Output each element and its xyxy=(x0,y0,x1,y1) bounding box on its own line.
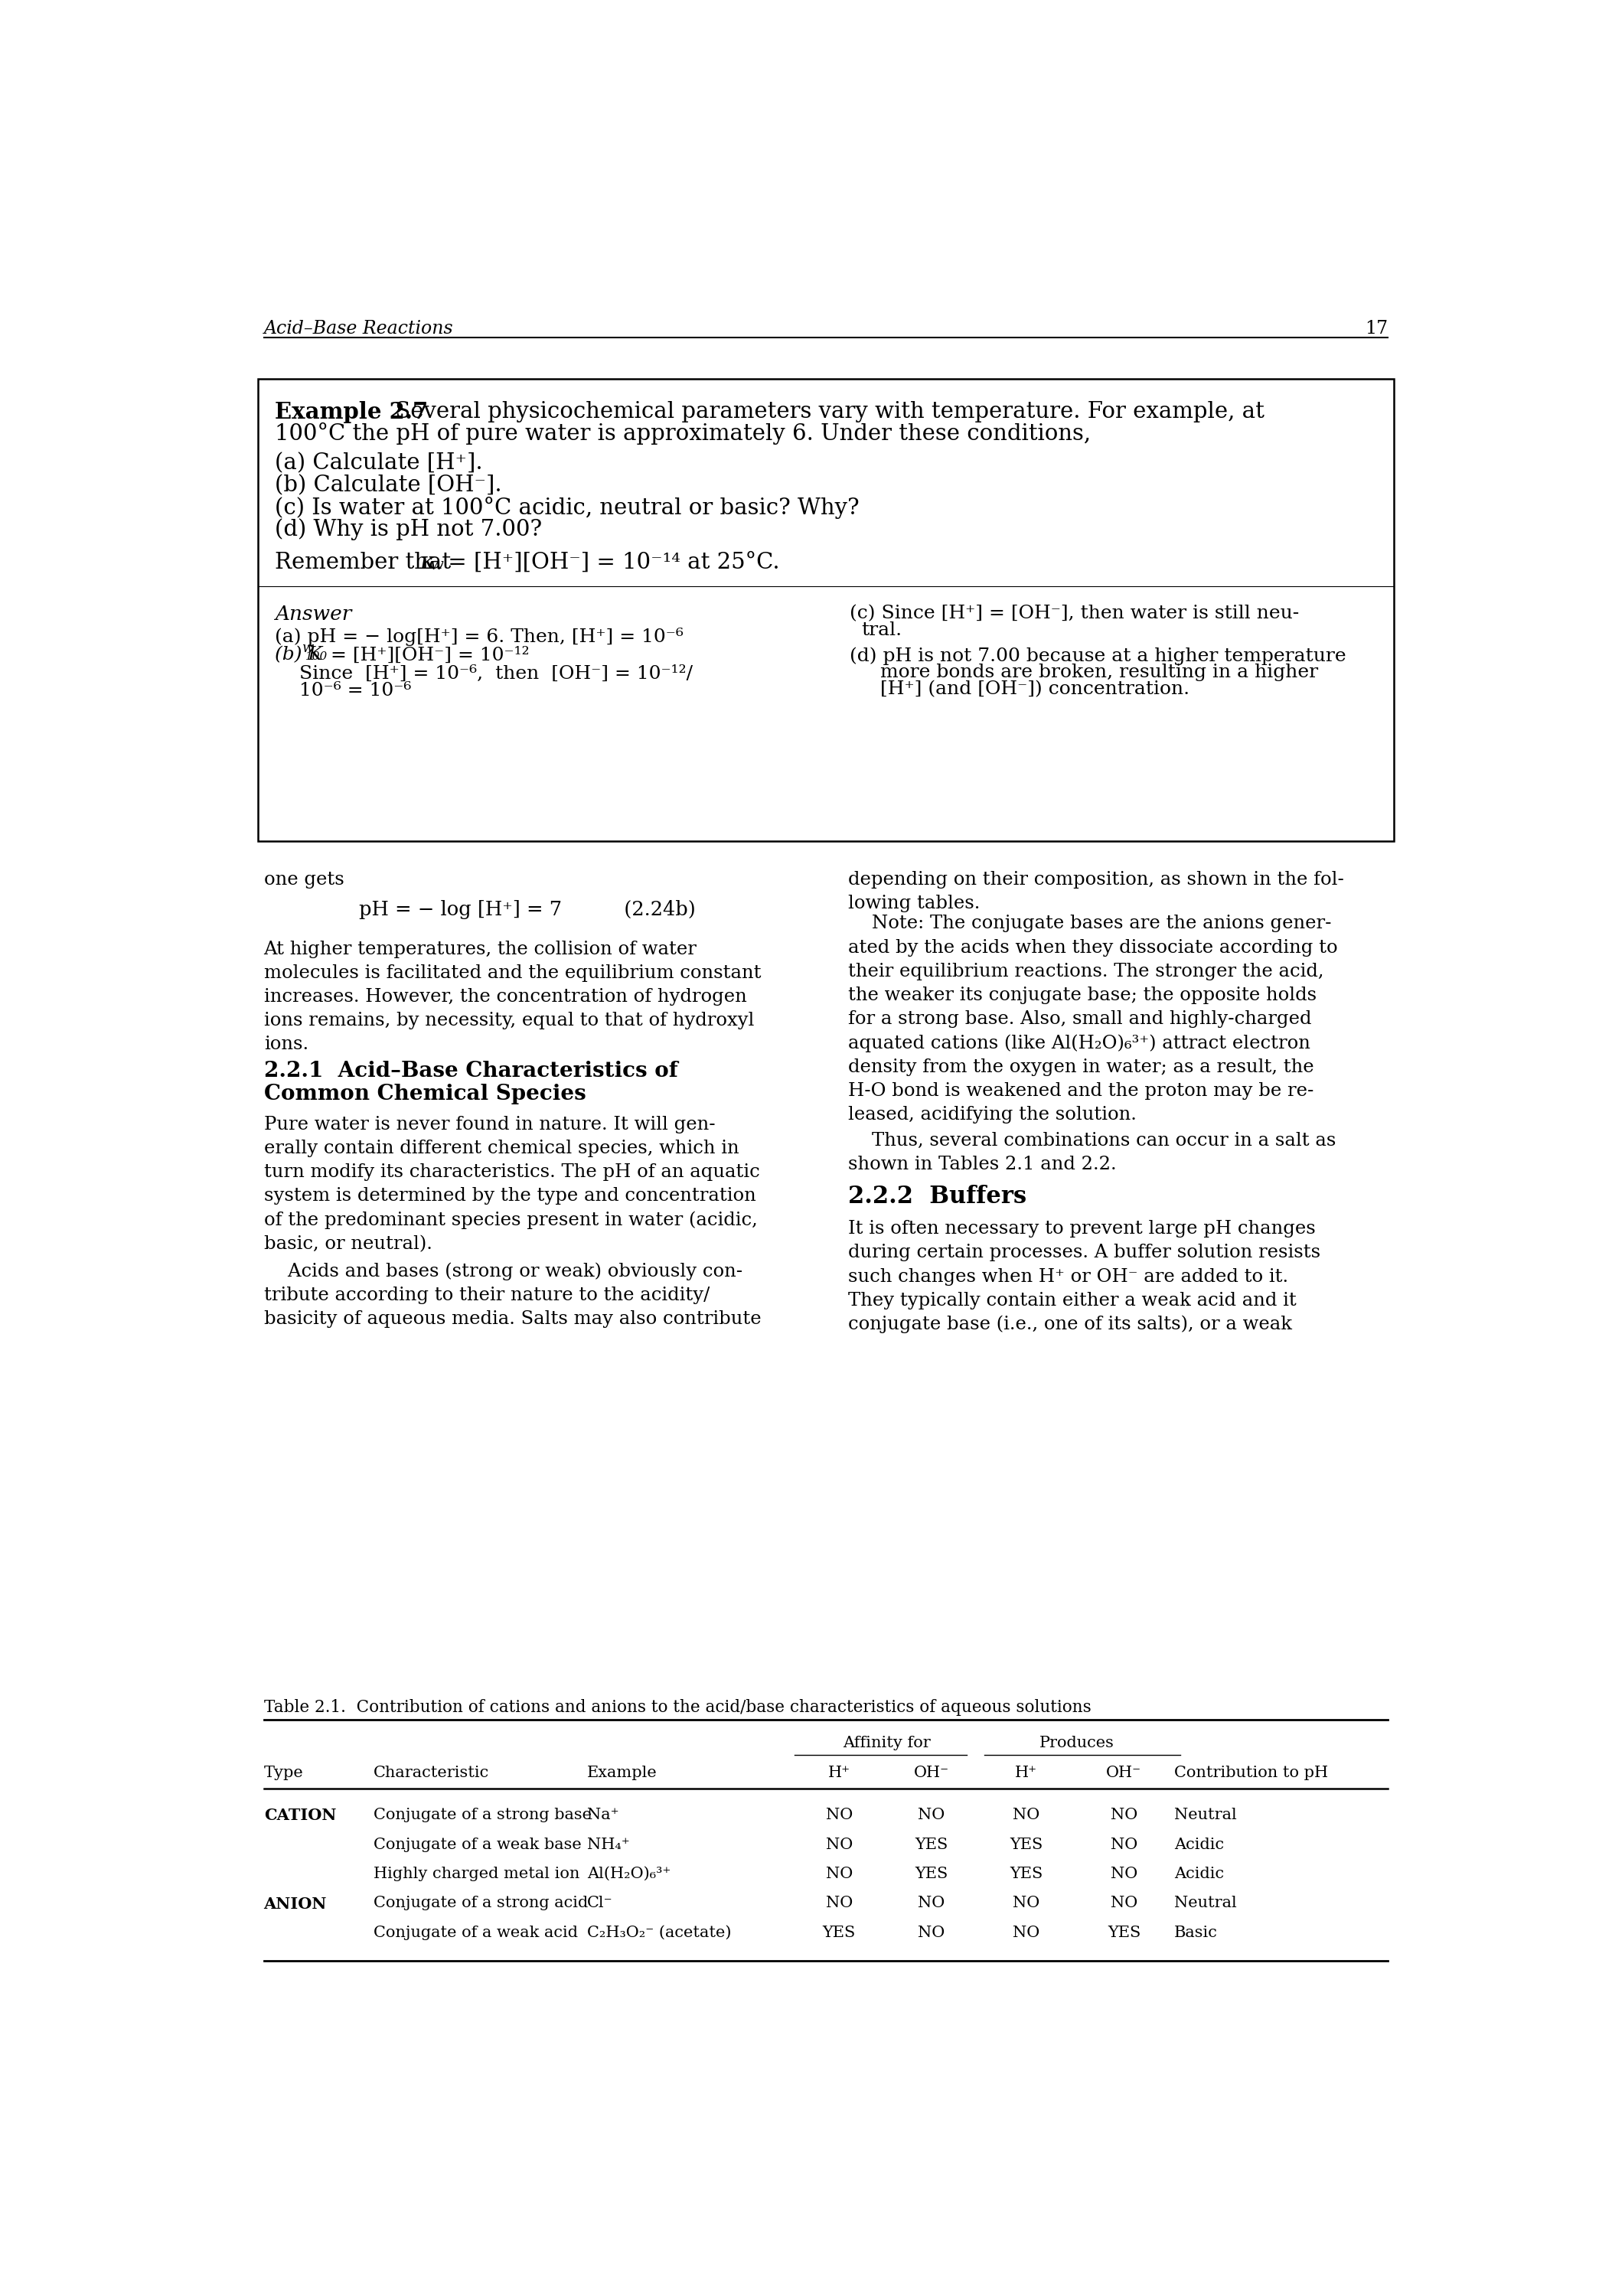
Text: Pure water is never found in nature. It will gen-
erally contain different chemi: Pure water is never found in nature. It … xyxy=(264,1116,759,1254)
Text: It is often necessary to prevent large pH changes
during certain processes. A bu: It is often necessary to prevent large p… xyxy=(848,1219,1320,1334)
Text: Contribution to pH: Contribution to pH xyxy=(1175,1766,1328,1779)
Text: NO: NO xyxy=(825,1807,853,1823)
Text: NO: NO xyxy=(1012,1896,1040,1910)
Text: (b) Calculate [OH⁻].: (b) Calculate [OH⁻]. xyxy=(274,475,501,496)
Text: YES: YES xyxy=(914,1837,948,1851)
Text: Conjugate of a weak acid: Conjugate of a weak acid xyxy=(374,1926,577,1940)
Text: YES: YES xyxy=(1009,1837,1043,1851)
Text: NO: NO xyxy=(1012,1926,1040,1940)
Text: NO: NO xyxy=(1111,1837,1138,1851)
Text: Neutral: Neutral xyxy=(1175,1807,1236,1823)
Text: Cl⁻: Cl⁻ xyxy=(587,1896,613,1910)
Text: Answer: Answer xyxy=(274,604,351,625)
Text: 2.2.2  Buffers: 2.2.2 Buffers xyxy=(848,1185,1027,1208)
Text: NO: NO xyxy=(825,1837,853,1851)
Text: pH = − log [H⁺] = 7          (2.24b): pH = − log [H⁺] = 7 (2.24b) xyxy=(359,900,695,918)
Text: Type: Type xyxy=(264,1766,303,1779)
Text: Example: Example xyxy=(587,1766,658,1779)
Text: 2.2.1  Acid–Base Characteristics of: 2.2.1 Acid–Base Characteristics of xyxy=(264,1061,677,1081)
Text: NO: NO xyxy=(917,1807,945,1823)
Text: Common Chemical Species: Common Chemical Species xyxy=(264,1084,585,1104)
Text: OH⁻: OH⁻ xyxy=(914,1766,949,1779)
Text: YES: YES xyxy=(1107,1926,1141,1940)
Text: one gets: one gets xyxy=(264,870,343,889)
Text: (d) Why is pH not 7.00?: (d) Why is pH not 7.00? xyxy=(274,519,542,540)
Text: H⁺: H⁺ xyxy=(829,1766,851,1779)
Text: NO: NO xyxy=(1111,1896,1138,1910)
Text: (b) K: (b) K xyxy=(274,645,322,664)
Text: Al(H₂O)₆³⁺: Al(H₂O)₆³⁺ xyxy=(587,1867,671,1880)
Text: 100°C the pH of pure water is approximately 6. Under these conditions,: 100°C the pH of pure water is approximat… xyxy=(274,422,1090,445)
Text: Produces: Produces xyxy=(1040,1736,1114,1750)
Text: Example 2.7: Example 2.7 xyxy=(274,402,427,422)
Text: 10⁻⁶ = 10⁻⁶: 10⁻⁶ = 10⁻⁶ xyxy=(274,682,411,700)
FancyBboxPatch shape xyxy=(258,379,1394,840)
Text: Remember that: Remember that xyxy=(274,551,458,574)
Text: tral.: tral. xyxy=(861,622,901,638)
Text: w: w xyxy=(303,641,314,654)
Text: Acids and bases (strong or weak) obviously con-
tribute according to their natur: Acids and bases (strong or weak) obvious… xyxy=(264,1263,761,1327)
Text: NO: NO xyxy=(825,1896,853,1910)
Text: NO: NO xyxy=(1012,1807,1040,1823)
Text: Acidic: Acidic xyxy=(1175,1867,1224,1880)
Text: more bonds are broken, resulting in a higher: more bonds are broken, resulting in a hi… xyxy=(850,664,1319,682)
Text: At higher temperatures, the collision of water
molecules is facilitated and the : At higher temperatures, the collision of… xyxy=(264,941,761,1054)
Text: 100: 100 xyxy=(305,652,327,661)
Text: Conjugate of a strong base: Conjugate of a strong base xyxy=(374,1807,592,1823)
Text: Acid–Base Reactions: Acid–Base Reactions xyxy=(264,319,453,338)
Text: = [H⁺][OH⁻] = 10⁻¹⁴ at 25°C.: = [H⁺][OH⁻] = 10⁻¹⁴ at 25°C. xyxy=(440,551,779,574)
Text: Thus, several combinations can occur in a salt as
shown in Tables 2.1 and 2.2.: Thus, several combinations can occur in … xyxy=(848,1132,1336,1173)
Text: OH⁻: OH⁻ xyxy=(1106,1766,1141,1779)
Text: H⁺: H⁺ xyxy=(1016,1766,1037,1779)
Text: Neutral: Neutral xyxy=(1175,1896,1236,1910)
Text: Several physicochemical parameters vary with temperature. For example, at: Several physicochemical parameters vary … xyxy=(388,402,1265,422)
Text: Since  [H⁺] = 10⁻⁶,  then  [OH⁻] = 10⁻¹²/: Since [H⁺] = 10⁻⁶, then [OH⁻] = 10⁻¹²/ xyxy=(274,666,693,682)
Text: Table 2.1.  Contribution of cations and anions to the acid/base characteristics : Table 2.1. Contribution of cations and a… xyxy=(264,1699,1091,1715)
Text: YES: YES xyxy=(914,1867,948,1880)
Text: NO: NO xyxy=(917,1926,945,1940)
Text: 17: 17 xyxy=(1365,319,1388,338)
Text: ANION: ANION xyxy=(264,1896,327,1910)
Text: Conjugate of a strong acid: Conjugate of a strong acid xyxy=(374,1896,588,1910)
Text: (c) Is water at 100°C acidic, neutral or basic? Why?: (c) Is water at 100°C acidic, neutral or… xyxy=(274,496,859,519)
Text: Conjugate of a weak base: Conjugate of a weak base xyxy=(374,1837,582,1851)
Text: Note: The conjugate bases are the anions gener-
ated by the acids when they diss: Note: The conjugate bases are the anions… xyxy=(848,914,1338,1123)
Text: Na⁺: Na⁺ xyxy=(587,1807,619,1823)
Text: NO: NO xyxy=(1111,1807,1138,1823)
Text: κ: κ xyxy=(419,551,435,574)
Text: Acidic: Acidic xyxy=(1175,1837,1224,1851)
Text: NO: NO xyxy=(1111,1867,1138,1880)
Text: YES: YES xyxy=(1009,1867,1043,1880)
Text: [H⁺] (and [OH⁻]) concentration.: [H⁺] (and [OH⁻]) concentration. xyxy=(850,680,1190,698)
Text: depending on their composition, as shown in the fol-
lowing tables.: depending on their composition, as shown… xyxy=(848,870,1344,912)
Text: (c) Since [H⁺] = [OH⁻], then water is still neu-: (c) Since [H⁺] = [OH⁻], then water is st… xyxy=(850,604,1299,622)
Text: NO: NO xyxy=(917,1896,945,1910)
Text: = [H⁺][OH⁻] = 10⁻¹²: = [H⁺][OH⁻] = 10⁻¹² xyxy=(326,645,530,664)
Text: (a) Calculate [H⁺].: (a) Calculate [H⁺]. xyxy=(274,452,482,475)
Text: Basic: Basic xyxy=(1175,1926,1219,1940)
Text: Highly charged metal ion: Highly charged metal ion xyxy=(374,1867,580,1880)
Text: w: w xyxy=(430,558,443,572)
Text: NO: NO xyxy=(825,1867,853,1880)
Text: Characteristic: Characteristic xyxy=(374,1766,490,1779)
Text: CATION: CATION xyxy=(264,1807,337,1823)
Text: (a) pH = − log[H⁺] = 6. Then, [H⁺] = 10⁻⁶: (a) pH = − log[H⁺] = 6. Then, [H⁺] = 10⁻… xyxy=(274,627,683,645)
Text: NH₄⁺: NH₄⁺ xyxy=(587,1837,630,1851)
Text: (d) pH is not 7.00 because at a higher temperature: (d) pH is not 7.00 because at a higher t… xyxy=(850,647,1346,666)
Text: Affinity for: Affinity for xyxy=(843,1736,930,1750)
Text: YES: YES xyxy=(822,1926,856,1940)
Text: C₂H₃O₂⁻ (acetate): C₂H₃O₂⁻ (acetate) xyxy=(587,1926,732,1940)
